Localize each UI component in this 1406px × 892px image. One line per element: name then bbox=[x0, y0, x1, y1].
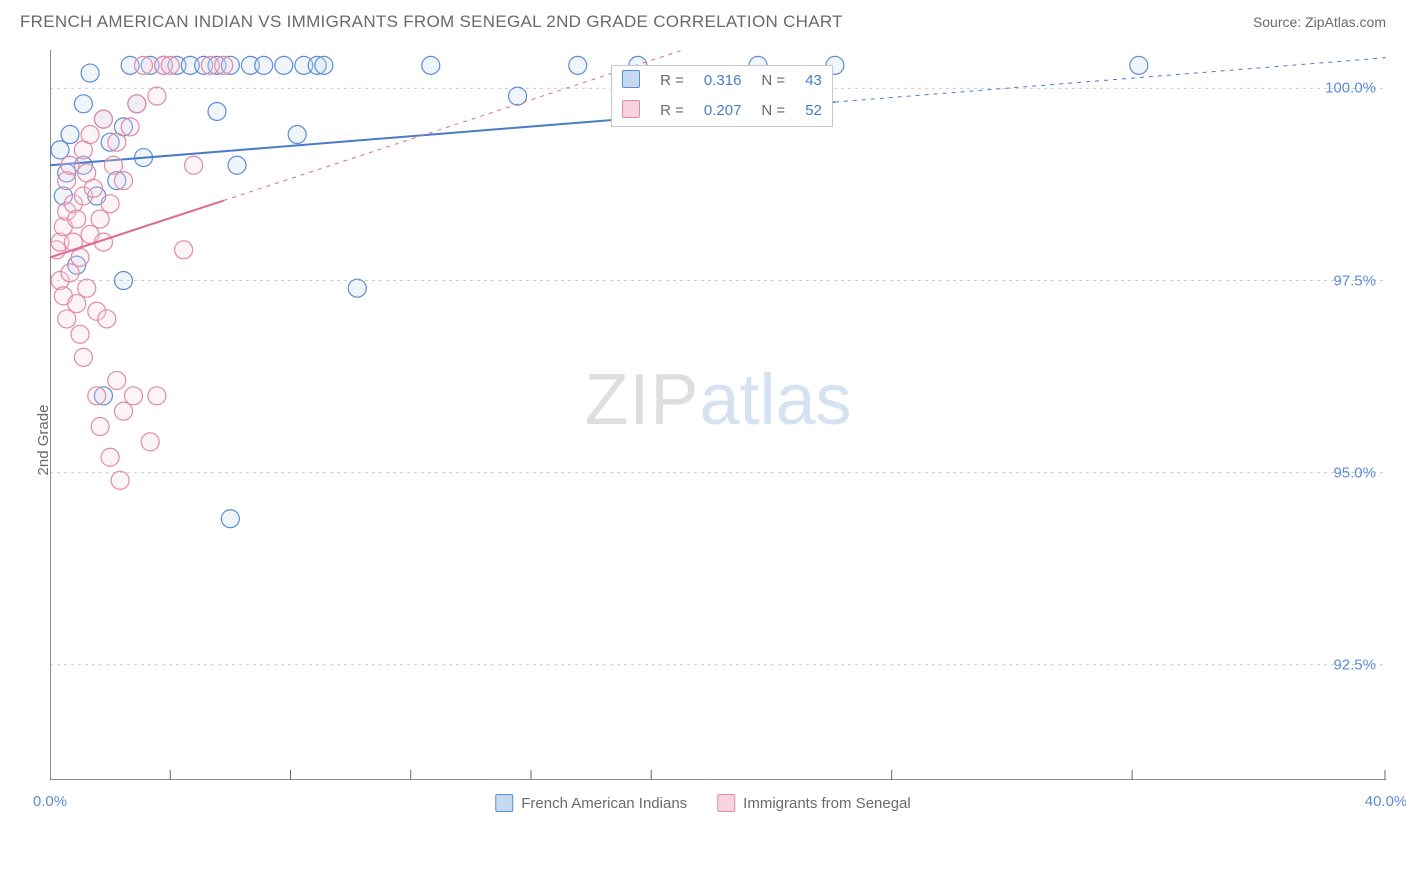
stat-r-value: 0.316 bbox=[694, 66, 752, 96]
y-tick-label: 95.0% bbox=[1333, 464, 1376, 481]
scatter-point bbox=[125, 387, 143, 405]
scatter-point bbox=[104, 156, 122, 174]
x-tick-label: 0.0% bbox=[33, 793, 67, 810]
trend-line-dashed bbox=[835, 58, 1386, 102]
stat-n-label: N = bbox=[751, 66, 795, 96]
scatter-point bbox=[101, 195, 119, 213]
scatter-point bbox=[569, 56, 587, 74]
stat-r-label: R = bbox=[650, 96, 694, 126]
scatter-point bbox=[91, 210, 109, 228]
chart-title: FRENCH AMERICAN INDIAN VS IMMIGRANTS FRO… bbox=[20, 12, 843, 32]
scatter-point bbox=[61, 156, 79, 174]
stat-swatch bbox=[622, 70, 640, 88]
scatter-point bbox=[91, 418, 109, 436]
scatter-point bbox=[228, 156, 246, 174]
scatter-point bbox=[114, 402, 132, 420]
legend-label: French American Indians bbox=[521, 795, 687, 812]
scatter-point bbox=[84, 179, 102, 197]
x-tick-label: 40.0% bbox=[1365, 793, 1406, 810]
scatter-point bbox=[51, 141, 69, 159]
scatter-point bbox=[288, 126, 306, 144]
stat-row: R =0.316N =43 bbox=[612, 66, 832, 96]
scatter-point bbox=[108, 133, 126, 151]
y-tick-label: 97.5% bbox=[1333, 272, 1376, 289]
scatter-point bbox=[135, 56, 153, 74]
scatter-point bbox=[208, 102, 226, 120]
stat-r-label: R = bbox=[650, 66, 694, 96]
scatter-point bbox=[81, 64, 99, 82]
scatter-point bbox=[185, 156, 203, 174]
correlation-stat-box: R =0.316N =43R =0.207N =52 bbox=[611, 65, 833, 127]
scatter-point bbox=[255, 56, 273, 74]
legend-item: Immigrants from Senegal bbox=[717, 794, 911, 812]
scatter-point bbox=[161, 56, 179, 74]
scatter-point bbox=[108, 371, 126, 389]
scatter-point bbox=[1130, 56, 1148, 74]
source-link[interactable]: ZipAtlas.com bbox=[1305, 14, 1386, 30]
bottom-legend: French American Indians Immigrants from S… bbox=[495, 794, 911, 812]
stat-swatch bbox=[622, 100, 640, 118]
scatter-point bbox=[111, 471, 129, 489]
y-tick-label: 92.5% bbox=[1333, 656, 1376, 673]
legend-swatch bbox=[495, 794, 513, 812]
scatter-point bbox=[61, 264, 79, 282]
scatter-point bbox=[114, 172, 132, 190]
stat-n-value: 43 bbox=[795, 66, 832, 96]
scatter-point bbox=[94, 110, 112, 128]
scatter-point bbox=[128, 95, 146, 113]
scatter-point bbox=[221, 510, 239, 528]
y-tick-label: 100.0% bbox=[1325, 80, 1376, 97]
scatter-point bbox=[71, 248, 89, 266]
scatter-point bbox=[121, 118, 139, 136]
scatter-point bbox=[74, 348, 92, 366]
scatter-point bbox=[315, 56, 333, 74]
scatter-point bbox=[275, 56, 293, 74]
source-label: Source: bbox=[1253, 14, 1301, 30]
scatter-point bbox=[71, 325, 89, 343]
stat-row: R =0.207N =52 bbox=[612, 96, 832, 126]
scatter-point bbox=[61, 126, 79, 144]
scatter-point bbox=[141, 433, 159, 451]
scatter-point bbox=[148, 387, 166, 405]
legend-swatch bbox=[717, 794, 735, 812]
scatter-point bbox=[215, 56, 233, 74]
legend-label: Immigrants from Senegal bbox=[743, 795, 911, 812]
scatter-point bbox=[81, 126, 99, 144]
scatter-point bbox=[98, 310, 116, 328]
scatter-point bbox=[74, 95, 92, 113]
stat-r-value: 0.207 bbox=[694, 96, 752, 126]
scatter-point bbox=[114, 272, 132, 290]
scatter-svg bbox=[50, 50, 1386, 780]
scatter-point bbox=[68, 295, 86, 313]
scatter-point bbox=[68, 210, 86, 228]
scatter-point bbox=[78, 279, 96, 297]
scatter-point bbox=[348, 279, 366, 297]
stat-n-value: 52 bbox=[795, 96, 832, 126]
scatter-point bbox=[148, 87, 166, 105]
legend-item: French American Indians bbox=[495, 794, 687, 812]
chart-header: FRENCH AMERICAN INDIAN VS IMMIGRANTS FRO… bbox=[0, 0, 1406, 40]
chart-container: 2nd Grade ZIPatlas R =0.316N =43R =0.207… bbox=[0, 40, 1406, 840]
scatter-point bbox=[58, 310, 76, 328]
plot-area: ZIPatlas R =0.316N =43R =0.207N =52 bbox=[50, 50, 1386, 780]
scatter-point bbox=[422, 56, 440, 74]
scatter-point bbox=[101, 448, 119, 466]
scatter-point bbox=[175, 241, 193, 259]
source-attribution: Source: ZipAtlas.com bbox=[1253, 14, 1386, 30]
scatter-point bbox=[88, 387, 106, 405]
stat-n-label: N = bbox=[751, 96, 795, 126]
